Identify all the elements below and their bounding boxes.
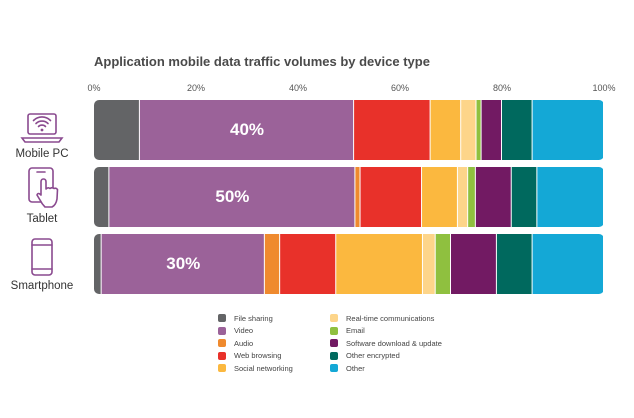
x-tick-label: 20% [186,83,206,93]
bar-segment [532,234,603,294]
tablet-touch-icon [28,167,59,208]
legend-item: Video [218,326,253,336]
bar-segment [139,100,354,160]
bar-value-label: 50% [215,187,250,206]
x-tick-label: 100% [592,83,616,93]
legend-item: Social networking [218,363,293,373]
bar-group [94,100,603,160]
bar-segment [280,234,336,294]
bar-segment [264,234,280,294]
bar-segment [511,167,537,227]
bar-group [94,167,603,227]
legend-item: Other [330,363,365,373]
bar-value-label: 30% [166,254,201,273]
bar-segment [502,100,532,160]
bar-segment [336,234,422,294]
x-tick-label: 0% [87,83,101,93]
legend-item: Other encrypted [330,351,400,361]
bar-segment [430,100,461,160]
bar-segment [109,167,355,227]
bar-segment [422,234,435,294]
bar-segment [94,100,139,160]
legend-swatch [330,364,338,372]
bar-segment [94,167,109,227]
legend-swatch [330,326,338,335]
bar-value-label: 40% [229,120,265,139]
bar-segment [468,167,475,227]
legend-swatch [218,314,226,322]
bar-segment [476,100,481,160]
x-tick-label: 40% [288,83,308,93]
bar-segment [537,167,603,227]
bar-segment [422,167,457,227]
legend-swatch [218,351,226,360]
bar-segment [360,167,422,227]
legend-label: File sharing [234,313,273,323]
legend-item: Software download & update [330,338,442,348]
legend-label: Other encrypted [346,351,400,360]
legend-swatch [330,339,338,347]
x-tick-label: 80% [492,83,512,93]
legend-swatch [218,326,226,335]
legend-label: Software download & update [346,338,442,348]
legend-swatch [330,314,338,322]
bar-segment [496,234,532,294]
legend-item: Real-time communications [330,313,434,323]
bar-segment [457,167,468,227]
bar-segment [475,167,511,227]
legend-label: Email [346,326,365,335]
bar-segment [461,100,476,160]
bar-group [94,234,603,294]
bar-segment [532,100,603,160]
legend-label: Real-time communications [346,313,435,323]
chart-title: Application mobile data traffic volumes … [94,54,430,69]
smartphone-icon [31,238,53,276]
legend-label: Web browsing [234,351,282,360]
bar-segment [481,100,501,160]
bar-segment [451,234,496,294]
legend-label: Social networking [234,363,293,373]
legend-item: Web browsing [218,351,281,361]
legend-item: File sharing [218,313,273,323]
legend-swatch [218,364,226,372]
legend-label: Video [234,326,254,335]
bar-segment [354,100,430,160]
device-label: Mobile PC [15,148,69,160]
bar-segment [94,234,101,294]
legend-item: Audio [218,338,253,348]
legend-swatch [330,351,338,360]
legend-label: Audio [234,338,254,348]
legend-label: Other [346,363,365,373]
device-label: Smartphone [10,280,74,292]
device-label: Tablet [26,213,58,225]
bar-segment [101,234,264,294]
bar-segment [435,234,450,294]
x-tick-label: 60% [390,83,410,93]
legend-swatch [218,339,226,347]
bar-segment [355,167,360,227]
legend-item: Email [330,326,365,336]
laptop-wifi-icon [20,113,64,143]
